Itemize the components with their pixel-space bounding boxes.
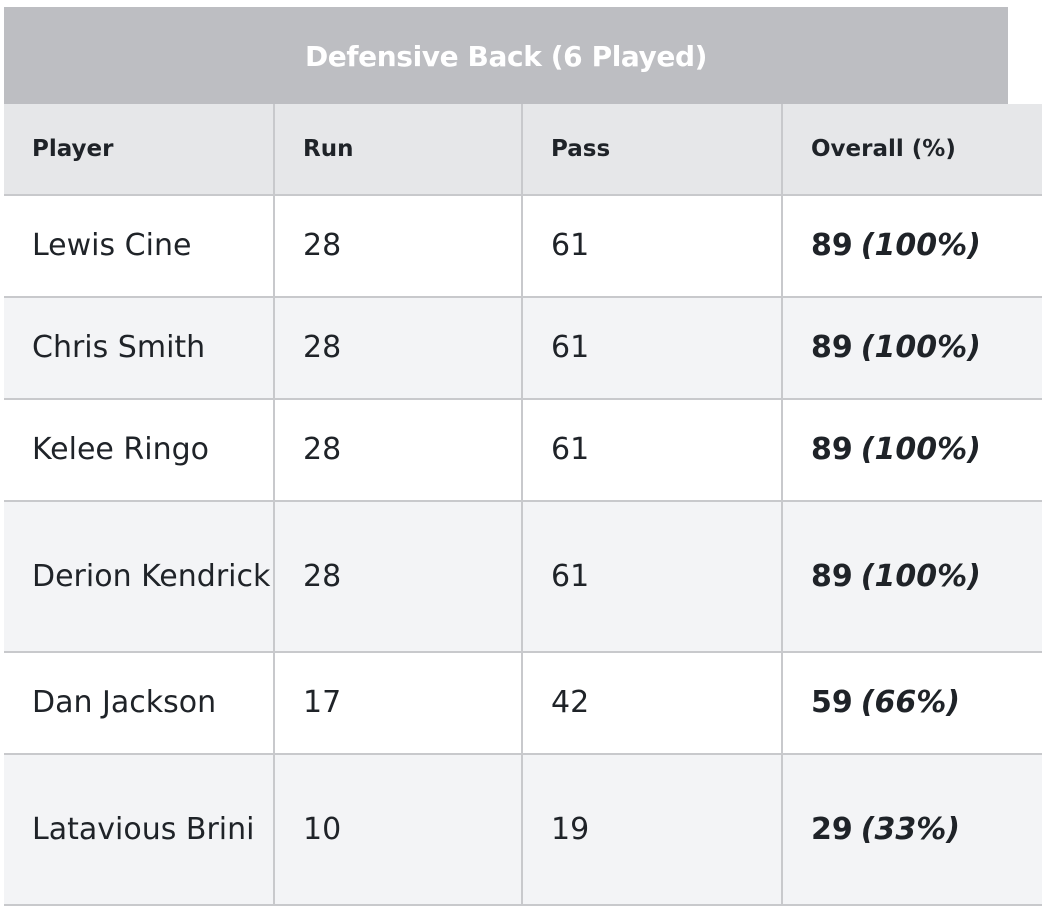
player-name: Kelee Ringo bbox=[4, 399, 275, 502]
player-name: Lewis Cine bbox=[4, 195, 275, 298]
overall-cell: 89 (100%) bbox=[782, 297, 1042, 400]
run-snaps: 28 bbox=[274, 195, 523, 298]
header-overall: Overall (%) bbox=[782, 104, 1042, 196]
pass-snaps: 61 bbox=[522, 501, 783, 653]
player-name: Chris Smith bbox=[4, 297, 275, 400]
table-row: Chris Smith 28 61 89 (100%) bbox=[4, 297, 1042, 400]
overall-cell: 89 (100%) bbox=[782, 501, 1042, 653]
overall-cell: 89 (100%) bbox=[782, 399, 1042, 502]
table-row: Kelee Ringo 28 61 89 (100%) bbox=[4, 399, 1042, 502]
table-title-banner: Defensive Back (6 Played) bbox=[4, 7, 1008, 105]
player-name: Dan Jackson bbox=[4, 652, 275, 755]
table-row: Lewis Cine 28 61 89 (100%) bbox=[4, 195, 1042, 298]
overall-percent: (33%) bbox=[860, 811, 960, 847]
table-row: Derion Kendrick 28 61 89 (100%) bbox=[4, 501, 1042, 653]
header-run: Run bbox=[274, 104, 523, 196]
overall-snaps: 59 bbox=[811, 685, 853, 720]
overall-cell: 29 (33%) bbox=[782, 754, 1042, 906]
overall-percent: (100%) bbox=[860, 558, 981, 594]
overall-snaps: 89 bbox=[811, 432, 853, 467]
player-name: Derion Kendrick bbox=[4, 501, 275, 653]
overall-percent: (66%) bbox=[860, 685, 960, 720]
pass-snaps: 61 bbox=[522, 399, 783, 502]
pass-snaps: 19 bbox=[522, 754, 783, 906]
header-pass: Pass bbox=[522, 104, 783, 196]
run-snaps: 17 bbox=[274, 652, 523, 755]
overall-snaps: 89 bbox=[811, 558, 853, 594]
overall-cell: 89 (100%) bbox=[782, 195, 1042, 298]
run-snaps: 28 bbox=[274, 501, 523, 653]
run-snaps: 10 bbox=[274, 754, 523, 906]
pass-snaps: 61 bbox=[522, 297, 783, 400]
pass-snaps: 42 bbox=[522, 652, 783, 755]
table-row: Dan Jackson 17 42 59 (66%) bbox=[4, 652, 1042, 755]
overall-percent: (100%) bbox=[860, 432, 981, 467]
header-player: Player bbox=[4, 104, 275, 196]
pass-snaps: 61 bbox=[522, 195, 783, 298]
overall-percent: (100%) bbox=[860, 228, 981, 263]
overall-snaps: 29 bbox=[811, 811, 853, 847]
overall-snaps: 89 bbox=[811, 330, 853, 365]
snap-count-table: Player Run Pass Overall (%) Lewis Cine 2… bbox=[4, 104, 1042, 906]
overall-snaps: 89 bbox=[811, 228, 853, 263]
table-title: Defensive Back (6 Played) bbox=[304, 39, 708, 73]
table-header-row: Player Run Pass Overall (%) bbox=[4, 104, 1042, 196]
overall-percent: (100%) bbox=[860, 330, 981, 365]
overall-cell: 59 (66%) bbox=[782, 652, 1042, 755]
player-name: Latavious Brini bbox=[4, 754, 275, 906]
table-row: Latavious Brini 10 19 29 (33%) bbox=[4, 754, 1042, 906]
run-snaps: 28 bbox=[274, 399, 523, 502]
run-snaps: 28 bbox=[274, 297, 523, 400]
